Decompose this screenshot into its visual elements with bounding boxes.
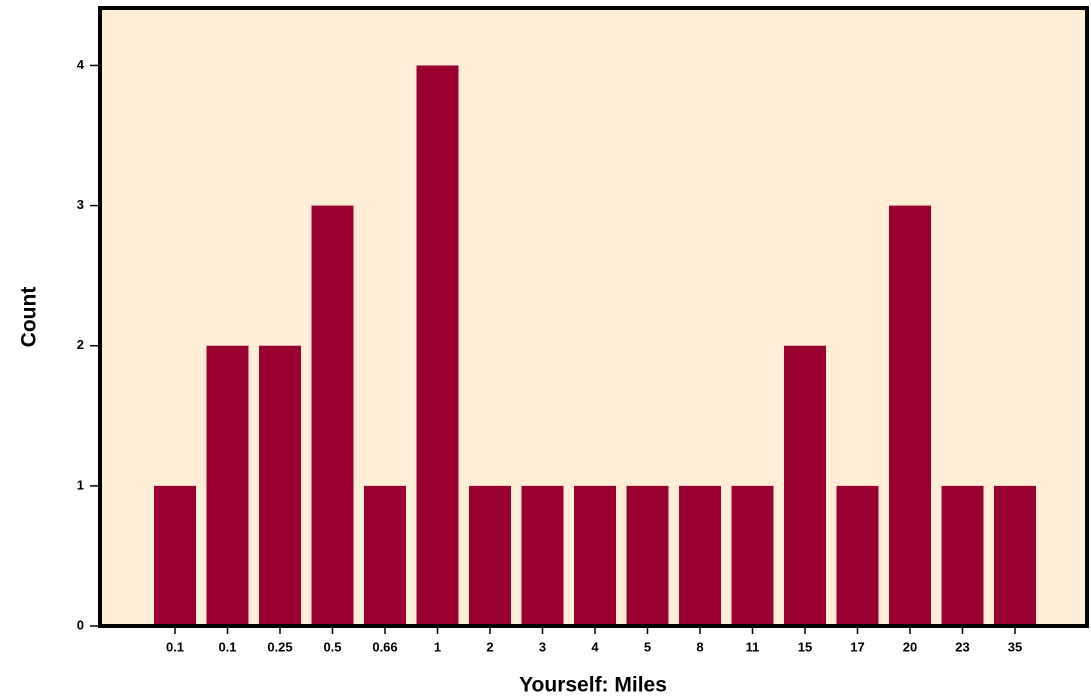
x-tick-label: 0.1 — [218, 639, 236, 654]
x-tick-label: 23 — [955, 639, 969, 654]
x-tick-label: 8 — [696, 639, 703, 654]
bar — [311, 205, 354, 626]
bar — [836, 485, 879, 626]
bar — [941, 485, 984, 626]
bar — [206, 345, 249, 626]
x-axis-title: Yourself: Miles — [519, 674, 667, 697]
x-tick-label: 3 — [539, 639, 546, 654]
x-tick-label: 35 — [1008, 639, 1022, 654]
bar — [731, 485, 774, 626]
y-tick-label: 0 — [77, 617, 84, 632]
y-axis-title: Count — [18, 287, 41, 348]
y-tick-label: 4 — [77, 57, 85, 72]
bar — [679, 485, 721, 626]
y-tick-label: 2 — [77, 337, 84, 352]
x-tick-label: 0.5 — [323, 639, 341, 654]
y-tick-label: 3 — [77, 197, 84, 212]
x-tick-label: 1 — [434, 639, 441, 654]
x-tick-label: 0.66 — [372, 639, 397, 654]
x-tick-label: 5 — [644, 639, 651, 654]
bar — [364, 485, 406, 626]
plot-border — [98, 6, 1089, 628]
bar — [889, 205, 931, 626]
bar — [784, 345, 826, 626]
x-tick-label: 2 — [486, 639, 493, 654]
x-tick-label: 11 — [746, 639, 760, 654]
x-tick-label: 20 — [903, 639, 917, 654]
bar — [521, 485, 564, 626]
x-tick-label: 15 — [798, 639, 812, 654]
x-tick-label: 4 — [591, 639, 599, 654]
y-tick-label: 1 — [77, 477, 84, 492]
bar — [626, 485, 669, 626]
bar — [416, 65, 459, 626]
x-tick-label: 17 — [850, 639, 864, 654]
bar — [469, 485, 511, 626]
bar — [154, 485, 196, 626]
bar — [259, 345, 301, 626]
x-tick-label: 0.25 — [267, 639, 292, 654]
bar — [574, 485, 616, 626]
x-tick-label: 0.1 — [166, 639, 184, 654]
bar — [994, 485, 1036, 626]
